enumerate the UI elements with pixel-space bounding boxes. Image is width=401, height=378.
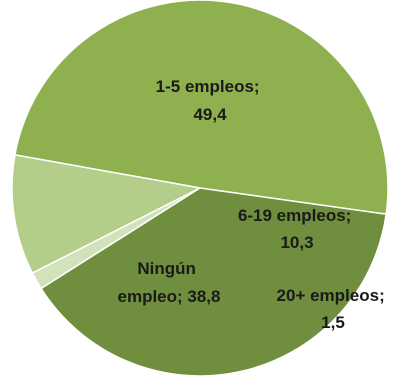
label-20plus-empleos: 20+ empleos; 1,5 bbox=[277, 286, 390, 332]
label-ningun-empleo: Ningún empleo; 38,8 bbox=[118, 259, 221, 306]
slice-6-19-empleos bbox=[11, 153, 203, 275]
label-1-5-name: 1-5 empleos; bbox=[156, 77, 260, 96]
label-6-19-empleos: 6-19 empleos; 10,3 bbox=[238, 206, 356, 252]
label-6-19-value: 10,3 bbox=[280, 233, 313, 252]
slice-1-5-empleos bbox=[14, 0, 389, 216]
slice-ningun-empleo bbox=[40, 187, 388, 377]
label-6-19-name: 6-19 empleos; bbox=[238, 206, 351, 225]
label-ningun-value: empleo; 38,8 bbox=[118, 287, 221, 306]
label-ningun-name: Ningún bbox=[137, 259, 196, 278]
label-1-5-value: 49,4 bbox=[193, 105, 227, 124]
label-1-5-empleos: 1-5 empleos; 49,4 bbox=[156, 77, 265, 124]
label-20plus-name: 20+ empleos; bbox=[277, 286, 385, 305]
label-20plus-value: 1,5 bbox=[321, 313, 345, 332]
pie-slices bbox=[11, 0, 389, 377]
